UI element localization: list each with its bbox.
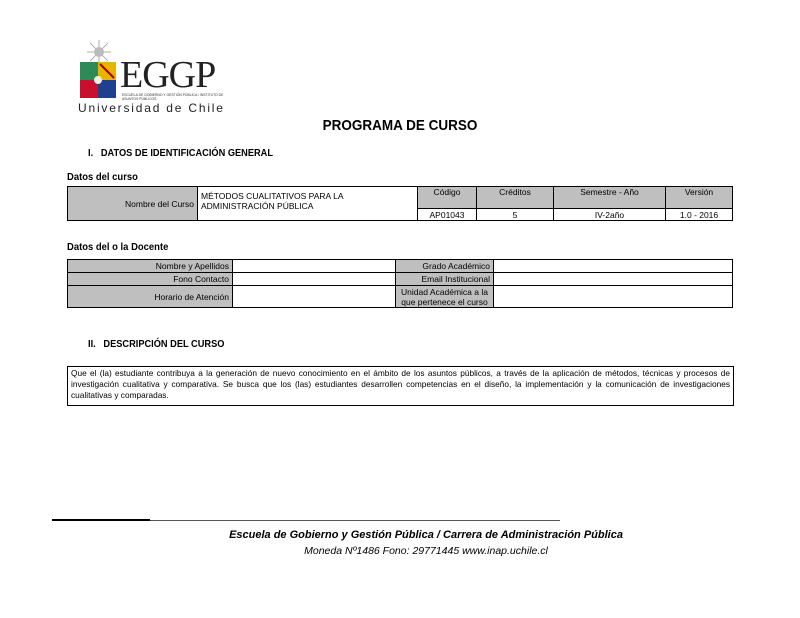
footer-divider [52,519,150,521]
office-hours-label: Horario de Atención [67,285,233,308]
code-value: AP01043 [417,208,477,221]
teacher-name-value [232,259,396,273]
academic-unit-label: Unidad Académica a la que pertenece el c… [395,285,494,308]
teacher-heading: Datos del o la Docente [67,241,169,253]
course-name-label: Nombre del Curso [67,186,198,221]
section-heading-1: I. DATOS DE IDENTIFICACIÓN GENERAL [88,147,273,159]
eggp-logo: EGGP ESCUELA DE GOBIERNO Y GESTIÓN PÚBLI… [76,40,236,115]
credits-value: 5 [476,208,554,221]
version-header: Versión [665,186,733,209]
phone-value [232,272,396,286]
logo-subtitle: ESCUELA DE GOBIERNO Y GESTIÓN PÚBLICA / … [122,93,224,101]
office-hours-value [232,285,396,308]
logo-university: Universidad de Chile [78,101,225,115]
section-number: II. [88,338,96,350]
credits-header: Créditos [476,186,554,209]
email-label: Email Institucional [395,272,494,286]
academic-unit-value [493,285,733,308]
university-shield-icon [80,62,116,98]
section-number: I. [88,147,94,159]
section-title: DESCRIPCIÓN DEL CURSO [103,338,225,350]
semester-header: Semestre - Año [553,186,666,209]
teacher-table: Nombre y Apellidos Grado Académico Fono … [67,259,733,308]
code-header: Código [417,186,477,209]
page-title: PROGRAMA DE CURSO [322,117,478,134]
footer-line-1: Escuela de Gobierno y Gestión Pública / … [229,529,623,541]
footer-divider-thin [150,520,560,521]
star-rays-icon [87,40,111,64]
section-title: DATOS DE IDENTIFICACIÓN GENERAL [100,147,274,159]
course-table: Nombre del Curso MÉTODOS CUALITATIVOS PA… [67,186,733,221]
teacher-name-label: Nombre y Apellidos [67,259,233,273]
table-row: Nombre y Apellidos Grado Académico [67,259,733,273]
degree-label: Grado Académico [395,259,494,273]
semester-value: IV-2año [553,208,666,221]
table-row: Horario de Atención Unidad Académica a l… [67,285,733,308]
section-heading-2: II. DESCRIPCIÓN DEL CURSO [88,338,224,350]
email-value [493,272,733,286]
course-description: Que el (la) estudiante contribuya a la g… [67,366,734,406]
phone-label: Fono Contacto [67,272,233,286]
logo-text: EGGP [120,54,216,96]
version-value: 1.0 - 2016 [665,208,733,221]
degree-value [493,259,733,273]
course-name-value: MÉTODOS CUALITATIVOS PARA LA ADMINISTRAC… [197,186,418,221]
footer-line-2: Moneda Nº1486 Fono: 29771445 www.inap.uc… [304,545,548,557]
course-heading: Datos del curso [67,171,138,183]
table-row: Fono Contacto Email Institucional [67,272,733,286]
